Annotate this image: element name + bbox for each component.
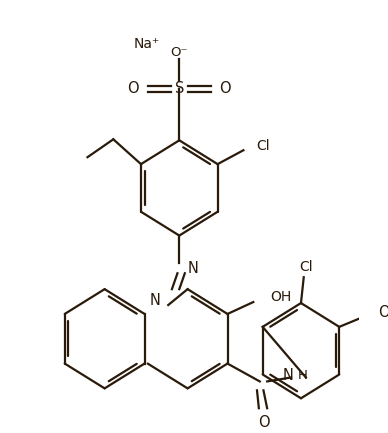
Text: S: S bbox=[175, 81, 184, 96]
Text: N: N bbox=[187, 261, 199, 276]
Text: Cl: Cl bbox=[256, 139, 270, 153]
Text: N: N bbox=[283, 368, 294, 383]
Text: O: O bbox=[378, 305, 388, 320]
Text: O⁻: O⁻ bbox=[171, 46, 188, 59]
Text: O: O bbox=[258, 415, 270, 430]
Text: O: O bbox=[220, 81, 231, 96]
Text: Cl: Cl bbox=[299, 260, 312, 275]
Text: OH: OH bbox=[270, 290, 291, 304]
Text: O: O bbox=[127, 81, 139, 96]
Text: H: H bbox=[298, 369, 308, 382]
Text: Na⁺: Na⁺ bbox=[134, 37, 160, 51]
Text: N: N bbox=[150, 293, 161, 307]
